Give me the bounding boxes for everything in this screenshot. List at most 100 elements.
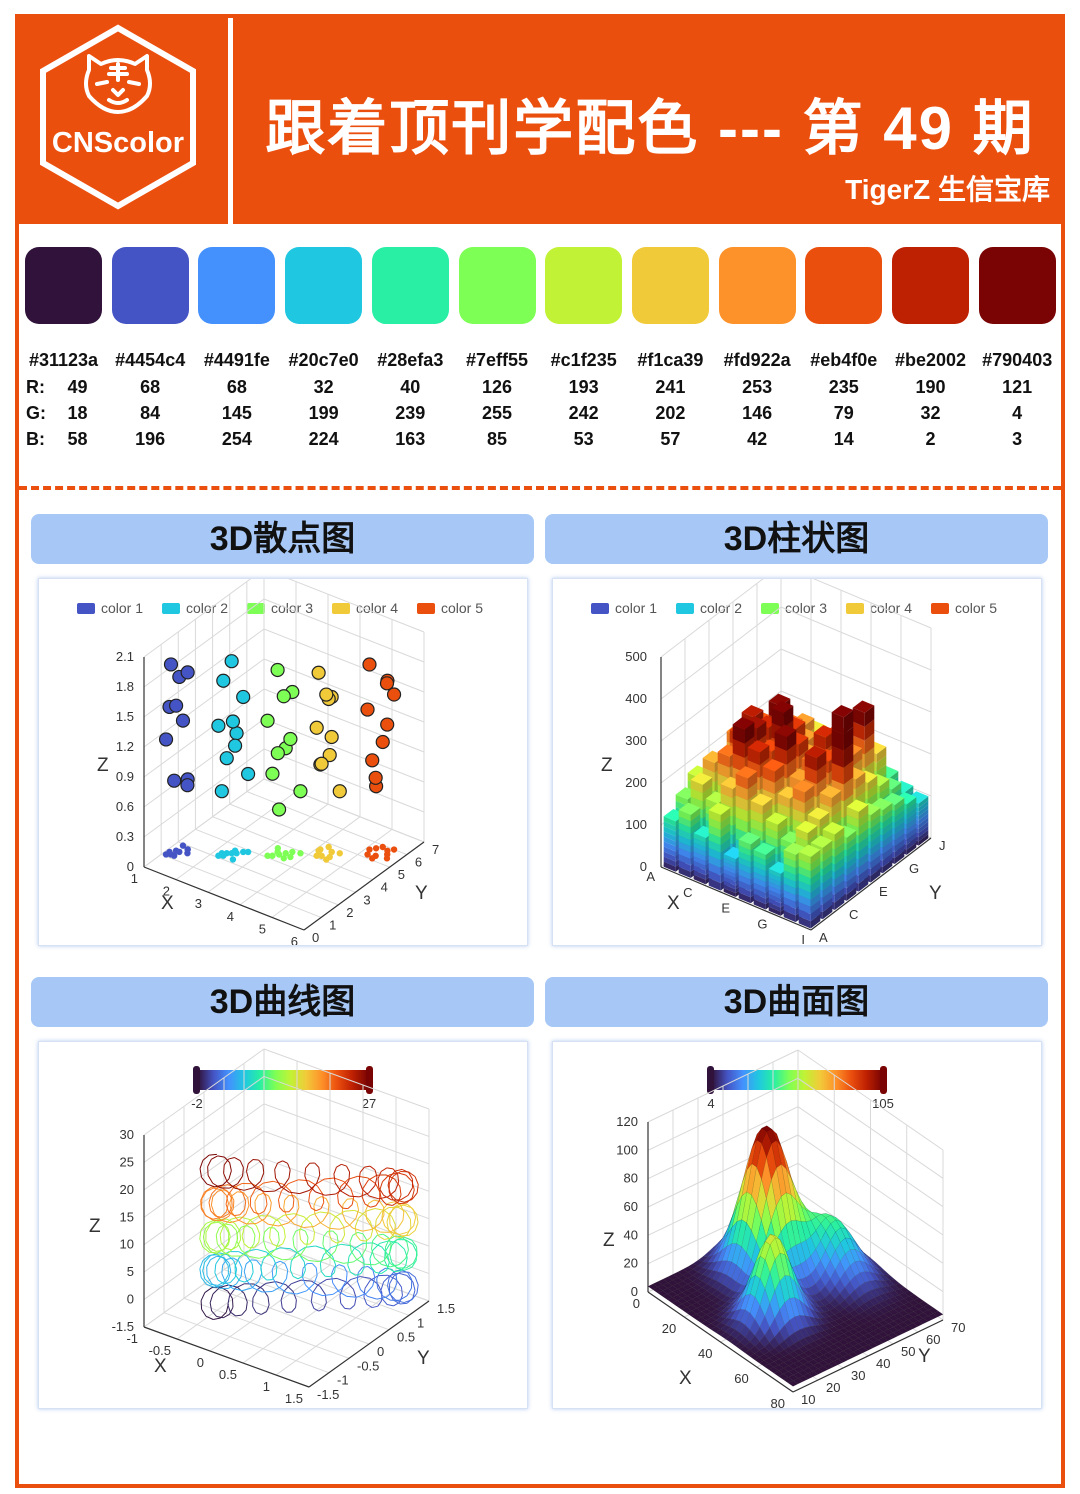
- curve-segment: [316, 1174, 321, 1184]
- scatter-point: [276, 689, 291, 704]
- bar-side-face: [810, 878, 821, 893]
- curve-segment: [220, 1189, 227, 1196]
- colorbar-min-label: 4: [707, 1096, 714, 1111]
- curve-segment: [416, 1246, 418, 1256]
- colorbar-handle-min[interactable]: [707, 1066, 714, 1094]
- curve-segment: [225, 1204, 230, 1212]
- curve-segment: [289, 1269, 294, 1277]
- bar-side-face: [870, 848, 881, 863]
- bar-front-face: [723, 880, 736, 890]
- curve-segment: [334, 1177, 345, 1183]
- curve-segment: [331, 1239, 337, 1244]
- curve-segment: [411, 1239, 417, 1248]
- z-tick-label: 400: [625, 691, 647, 706]
- curve-segment: [343, 1261, 354, 1264]
- x-tick-label: 80: [771, 1396, 785, 1408]
- curve-segment: [329, 1212, 340, 1220]
- curve-segment: [383, 1194, 392, 1201]
- curve-segment: [199, 1268, 202, 1278]
- curve-segment: [305, 1245, 316, 1248]
- curve-segment: [319, 1254, 325, 1264]
- curve-segment: [394, 1270, 401, 1273]
- curve-segment: [286, 1216, 295, 1225]
- curve-segment: [400, 1204, 405, 1213]
- curve-segment: [292, 1291, 297, 1300]
- bar-side-face: [822, 854, 833, 870]
- gridline: [263, 748, 425, 813]
- z-axis-label: Z: [603, 1230, 615, 1251]
- curve-segment: [224, 1225, 230, 1234]
- curve-segment: [313, 1199, 317, 1207]
- bar-front-face: [783, 903, 796, 916]
- curve-segment: [251, 1263, 254, 1273]
- curve-segment: [379, 1214, 385, 1224]
- colorbar-handle-max[interactable]: [880, 1066, 887, 1094]
- curve-segment: [354, 1297, 357, 1306]
- z-axis-label: Z: [89, 1216, 101, 1237]
- bar-front-face: [753, 893, 766, 905]
- bar-front-face: [732, 724, 745, 744]
- bar-front-face: [708, 840, 721, 853]
- curve-segment: [368, 1174, 377, 1181]
- curve-segment: [262, 1290, 273, 1293]
- bar-front-face: [735, 806, 748, 823]
- colorbar-handle-min[interactable]: [193, 1066, 200, 1094]
- x-tick-label: 0.5: [219, 1367, 237, 1382]
- bar-front-face: [693, 856, 706, 866]
- gridline: [288, 579, 425, 633]
- color-swatch: [718, 247, 796, 324]
- bar-front-face: [678, 860, 691, 872]
- bar-front-face: [663, 846, 676, 857]
- bar-front-face: [768, 902, 781, 912]
- curve-segment: [283, 1199, 286, 1208]
- curve-segment: [327, 1250, 336, 1259]
- bar-side-face: [906, 817, 917, 830]
- colorbar-handle-max[interactable]: [366, 1066, 373, 1094]
- curve-segment: [384, 1237, 391, 1240]
- bar-side-face: [843, 777, 854, 802]
- curve-segment: [290, 1279, 302, 1285]
- gridline: [143, 718, 265, 808]
- scatter-shadow: [280, 855, 287, 862]
- bar-front-face: [753, 877, 766, 888]
- bar-side-face: [858, 836, 869, 852]
- curve-segment: [375, 1199, 381, 1207]
- curve-segment: [349, 1195, 360, 1198]
- bar-front-face: [678, 828, 691, 841]
- bar-front-face: [798, 887, 811, 900]
- y-tick-label: G: [909, 861, 919, 876]
- x-tick-label: 60: [734, 1371, 748, 1386]
- curve-segment: [387, 1190, 396, 1198]
- bar-side-face: [816, 776, 827, 798]
- bar-side-face: [783, 705, 794, 728]
- bar-side-face: [747, 782, 758, 801]
- curve-segment: [322, 1293, 333, 1297]
- curve-segment: [350, 1188, 355, 1198]
- bar-side-face: [882, 809, 893, 823]
- curve-segment: [250, 1215, 260, 1221]
- bar-side-face: [906, 832, 917, 845]
- swatch-hex: #f1ca39: [637, 350, 704, 370]
- surface-cell: [847, 1351, 859, 1358]
- x-tick-label: 5: [259, 921, 266, 936]
- z-tick-label: 100: [625, 817, 647, 832]
- curve-segment: [405, 1249, 409, 1259]
- curve-segment: [340, 1178, 349, 1187]
- curve-segment: [232, 1287, 243, 1292]
- curve-segment: [357, 1231, 364, 1235]
- curve-segment: [209, 1302, 213, 1312]
- curve-segment: [408, 1172, 413, 1180]
- curve-segment: [352, 1289, 357, 1298]
- color-swatch: [371, 247, 449, 324]
- curve-segment: [241, 1227, 245, 1237]
- curve-segment: [238, 1213, 247, 1221]
- y-tick-label: E: [879, 884, 888, 899]
- curve-segment: [275, 1266, 278, 1275]
- bar-side-face: [918, 817, 929, 829]
- bar-side-face: [690, 820, 701, 834]
- scatter-point: [375, 734, 390, 750]
- bar-top-face: [771, 700, 794, 714]
- curve-segment: [364, 1165, 371, 1168]
- bar-front-face: [768, 873, 781, 883]
- bar-side-face: [870, 834, 881, 849]
